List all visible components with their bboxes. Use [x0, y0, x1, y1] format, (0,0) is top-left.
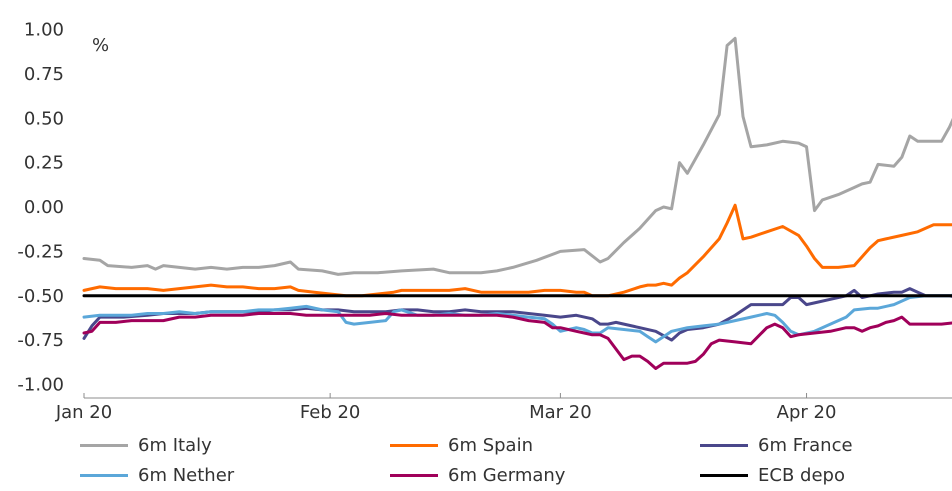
plot-area: [82, 36, 952, 370]
y-axis: 1.00 0.75 0.50 0.25 0.00 -0.25 -0.50 -0.75 -1.00: [17, 20, 64, 396]
legend-item: ECB depo: [700, 462, 845, 488]
x-tick-label: Jan 20: [55, 402, 112, 423]
x-tick-label: Apr 20: [777, 402, 837, 423]
legend-label: 6m Spain: [448, 434, 533, 456]
series-line-6m-germany: [82, 312, 952, 370]
series-line-6m-spain: [82, 203, 952, 298]
legend-swatch: [390, 473, 438, 477]
series-line-6m-france: [82, 287, 952, 342]
legend-swatch: [700, 473, 748, 477]
legend-item: 6m Germany: [390, 462, 565, 488]
legend-swatch: [80, 473, 128, 477]
y-tick-label: -0.75: [17, 330, 64, 351]
series-line-6m-italy: [82, 36, 952, 276]
y-tick-label: -1.00: [17, 375, 64, 396]
line-chart: 1.00 0.75 0.50 0.25 0.00 -0.25 -0.50 -0.75 -1.00…: [17, 20, 952, 423]
x-tick-label: Feb 20: [300, 402, 361, 423]
y-tick-label: 0.00: [24, 197, 64, 218]
legend-label: 6m Germany: [448, 464, 566, 486]
legend-item: 6m France: [700, 432, 853, 458]
legend-label: 6m Nether: [138, 464, 235, 486]
y-tick-label: 0.75: [24, 64, 64, 85]
legend-item: 6m Italy: [80, 432, 212, 458]
legend-label: ECB depo: [758, 464, 845, 486]
legend-item: 6m Nether: [80, 462, 234, 488]
x-axis: Jan 20 Feb 20 Mar 20 Apr 20: [55, 393, 952, 423]
legend-swatch: [700, 443, 748, 447]
legend-item: 6m Spain: [390, 432, 533, 458]
legend-label: 6m France: [758, 434, 853, 456]
y-unit-label: %: [92, 35, 109, 56]
series-line-6m-nether: [82, 293, 952, 344]
y-tick-label: 0.50: [24, 108, 64, 129]
legend-swatch: [390, 443, 438, 447]
y-tick-label: -0.25: [17, 241, 64, 262]
y-tick-label: -0.50: [17, 286, 64, 307]
x-tick-label: Mar 20: [529, 402, 592, 423]
y-tick-label: 1.00: [24, 20, 64, 41]
y-tick-label: 0.25: [24, 153, 64, 174]
legend-label: 6m Italy: [138, 434, 212, 456]
legend-swatch: [80, 443, 128, 447]
legend: 6m Italy 6m Spain 6m France 6m Nether 6m Ger…: [80, 432, 940, 488]
